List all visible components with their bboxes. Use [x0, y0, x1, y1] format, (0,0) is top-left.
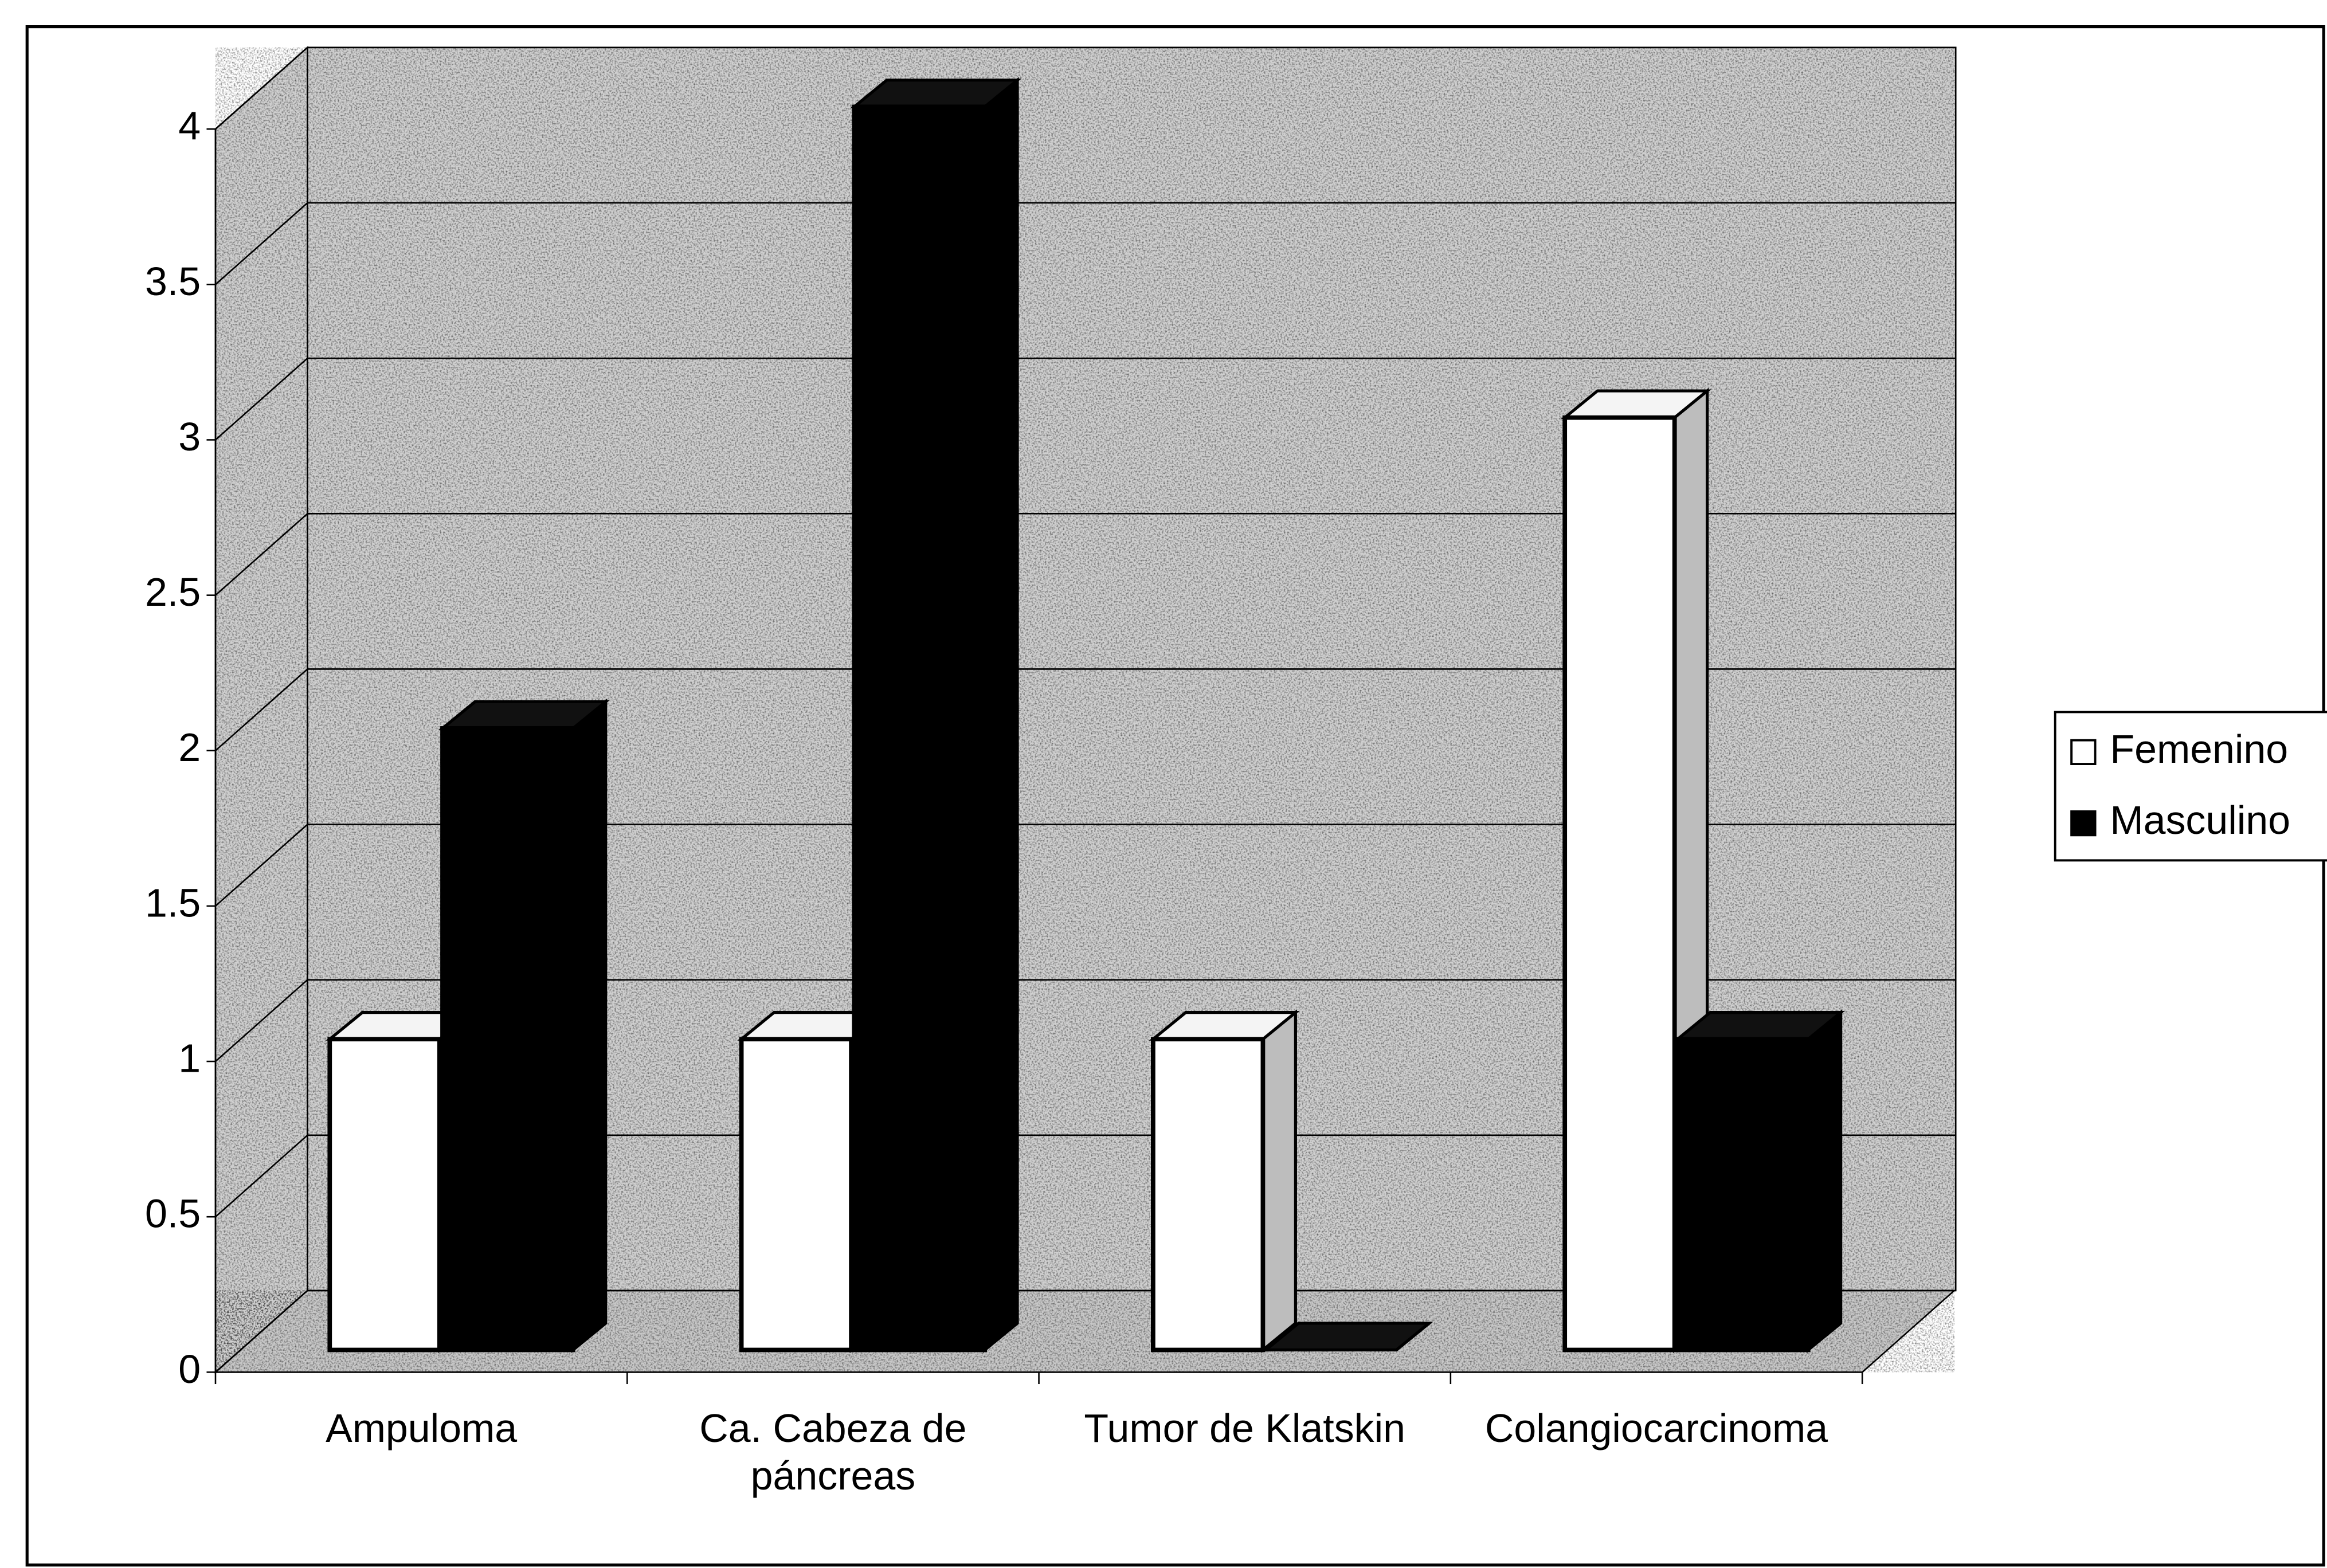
- bar-front: [852, 104, 987, 1353]
- bar: [850, 77, 1022, 1353]
- x-tick-label-box: Ampuloma: [326, 1406, 518, 1451]
- bar-front: [327, 1037, 442, 1353]
- legend-label: Masculino: [2110, 798, 2290, 842]
- y-tick-label: 1.5: [145, 880, 201, 925]
- bar-front: [739, 1037, 854, 1353]
- grid-line: [215, 202, 1956, 285]
- legend-swatch: [2070, 739, 2097, 765]
- legend-label: Femenino: [2110, 727, 2288, 771]
- bar-side: [571, 698, 608, 1353]
- grid-line: [215, 512, 1956, 596]
- grid-line: [215, 668, 1956, 751]
- bar-side: [983, 77, 1019, 1353]
- bar-side: [1261, 1009, 1297, 1353]
- grid-line: [215, 357, 1956, 441]
- x-tick-label-box: Tumor de Klatskin: [1084, 1406, 1406, 1451]
- y-tick-label: 1: [178, 1036, 201, 1080]
- grid-line: [215, 1289, 1956, 1373]
- y-tick-label: 2.5: [145, 570, 201, 614]
- grid-line: [215, 46, 1956, 130]
- y-tick-label: 4: [178, 104, 201, 148]
- bar-front: [1150, 1037, 1266, 1353]
- legend-swatch: [2070, 810, 2097, 837]
- grid-line: [215, 1134, 1956, 1218]
- bar-front: [1675, 1037, 1811, 1353]
- bar-top: [1262, 1322, 1433, 1352]
- bar: [1149, 1009, 1300, 1353]
- bar: [1673, 1009, 1845, 1353]
- bar: [1262, 1322, 1433, 1352]
- y-tick-label: 0.5: [145, 1191, 201, 1236]
- x-tick-label: Ca. Cabeza de páncreas: [699, 1406, 967, 1499]
- y-tick-label: 0: [178, 1347, 201, 1391]
- x-tick-label: Colangiocarcinoma: [1484, 1406, 1828, 1451]
- x-tick-label-box: Colangiocarcinoma: [1484, 1406, 1828, 1451]
- grid-line: [215, 979, 1956, 1063]
- wall-texture: [215, 1290, 1954, 1373]
- bar-side: [1807, 1009, 1843, 1353]
- x-tick-label-box: Ca. Cabeza de páncreas: [699, 1406, 967, 1499]
- y-tick-label: 2: [178, 725, 201, 770]
- y-tick-label: 3.5: [145, 259, 201, 304]
- bar: [1560, 387, 1711, 1353]
- bar-front: [440, 726, 575, 1353]
- y-tick-label: 3: [178, 414, 201, 459]
- x-tick-label: Tumor de Klatskin: [1084, 1406, 1406, 1451]
- bar: [438, 698, 610, 1353]
- grid-line: [215, 824, 1956, 907]
- bar-front: [1562, 415, 1677, 1353]
- x-tick-label: Ampuloma: [326, 1406, 518, 1451]
- legend-box: [2054, 711, 2327, 862]
